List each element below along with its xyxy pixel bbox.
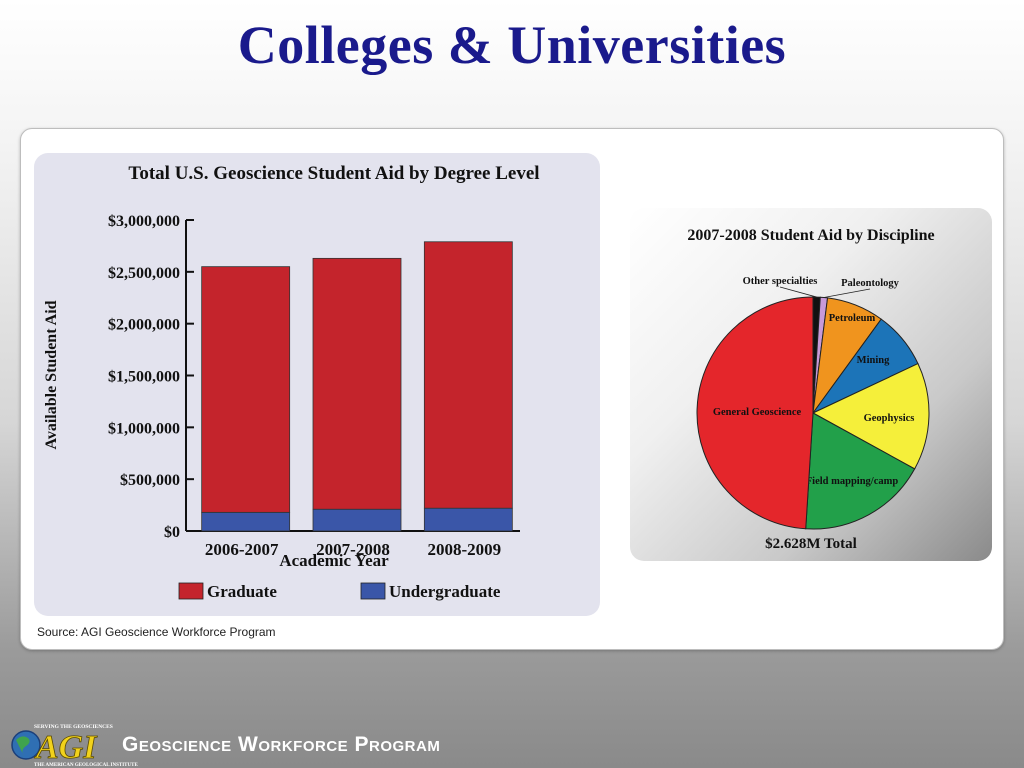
x-tick-label: 2006-2007 (205, 540, 279, 559)
y-tick-label: $2,500,000 (108, 265, 180, 282)
bar-graduate-2006-2007 (201, 266, 291, 513)
bar-chart-title: Total U.S. Geoscience Student Aid by Deg… (128, 163, 539, 184)
slide-title: Colleges & Universities (237, 15, 787, 75)
x-axis-label: Academic Year (279, 551, 389, 570)
x-tick-label: 2008-2009 (427, 540, 501, 559)
logo-agi-text: AGI (34, 729, 98, 766)
legend-label-undergraduate: Undergraduate (389, 582, 501, 601)
logo-top-text: SERVING THE GEOSCIENCES (34, 724, 113, 730)
legend-swatch-undergraduate (360, 582, 386, 600)
pie-slice-field-mapping-camp (805, 412, 916, 530)
pie-label-general-geoscience: General Geoscience (713, 407, 802, 418)
bar-undergraduate-2008-2009 (423, 507, 513, 532)
pie-label-mining: Mining (857, 355, 890, 366)
footer-program-name: Geoscience Workforce Program (122, 733, 441, 756)
legend-label-graduate: Graduate (207, 582, 277, 601)
legend-swatch-graduate (178, 582, 204, 600)
pie-label-paleontology: Paleontology (841, 278, 899, 289)
pie-chart: 2007-2008 Student Aid by Discipline Other… (687, 227, 934, 552)
pie-chart-title: 2007-2008 Student Aid by Discipline (687, 227, 934, 244)
logo-bottom-text: THE AMERICAN GEOLOGICAL INSTITUTE (34, 763, 138, 768)
pie-total-caption: $2.628M Total (765, 536, 857, 552)
y-tick-label: $0 (164, 524, 180, 541)
pie-leader-paleontology (823, 288, 871, 298)
pie-label-other-specialties: Other specialties (743, 276, 818, 287)
pie-label-field-mapping-camp: Field mapping/camp (806, 476, 899, 487)
pie-leader-other-specialties (779, 286, 817, 298)
bar-graduate-2008-2009 (423, 241, 513, 509)
agi-logo: SERVING THE GEOSCIENCES AGI THE AMERICAN… (11, 724, 138, 768)
x-tick-label: 2007-2008 (316, 540, 390, 559)
pie-label-petroleum: Petroleum (829, 313, 876, 324)
bar-undergraduate-2007-2008 (312, 508, 402, 532)
pie-slice-general-geoscience (696, 296, 814, 530)
y-axis-label: Available Student Aid (43, 300, 60, 449)
y-tick-label: $1,000,000 (108, 420, 180, 437)
y-tick-label: $2,000,000 (108, 317, 180, 334)
bar-chart: Total U.S. Geoscience Student Aid by Deg… (43, 163, 540, 601)
source-note: Source: AGI Geoscience Workforce Program (37, 625, 276, 639)
y-tick-label: $1,500,000 (108, 369, 180, 386)
bar-graduate-2007-2008 (312, 257, 402, 510)
pie-label-geophysics: Geophysics (864, 413, 915, 424)
y-tick-label: $500,000 (120, 472, 180, 489)
bar-undergraduate-2006-2007 (201, 511, 291, 532)
pie-slice-geophysics (811, 362, 930, 470)
y-tick-label: $3,000,000 (108, 213, 180, 230)
